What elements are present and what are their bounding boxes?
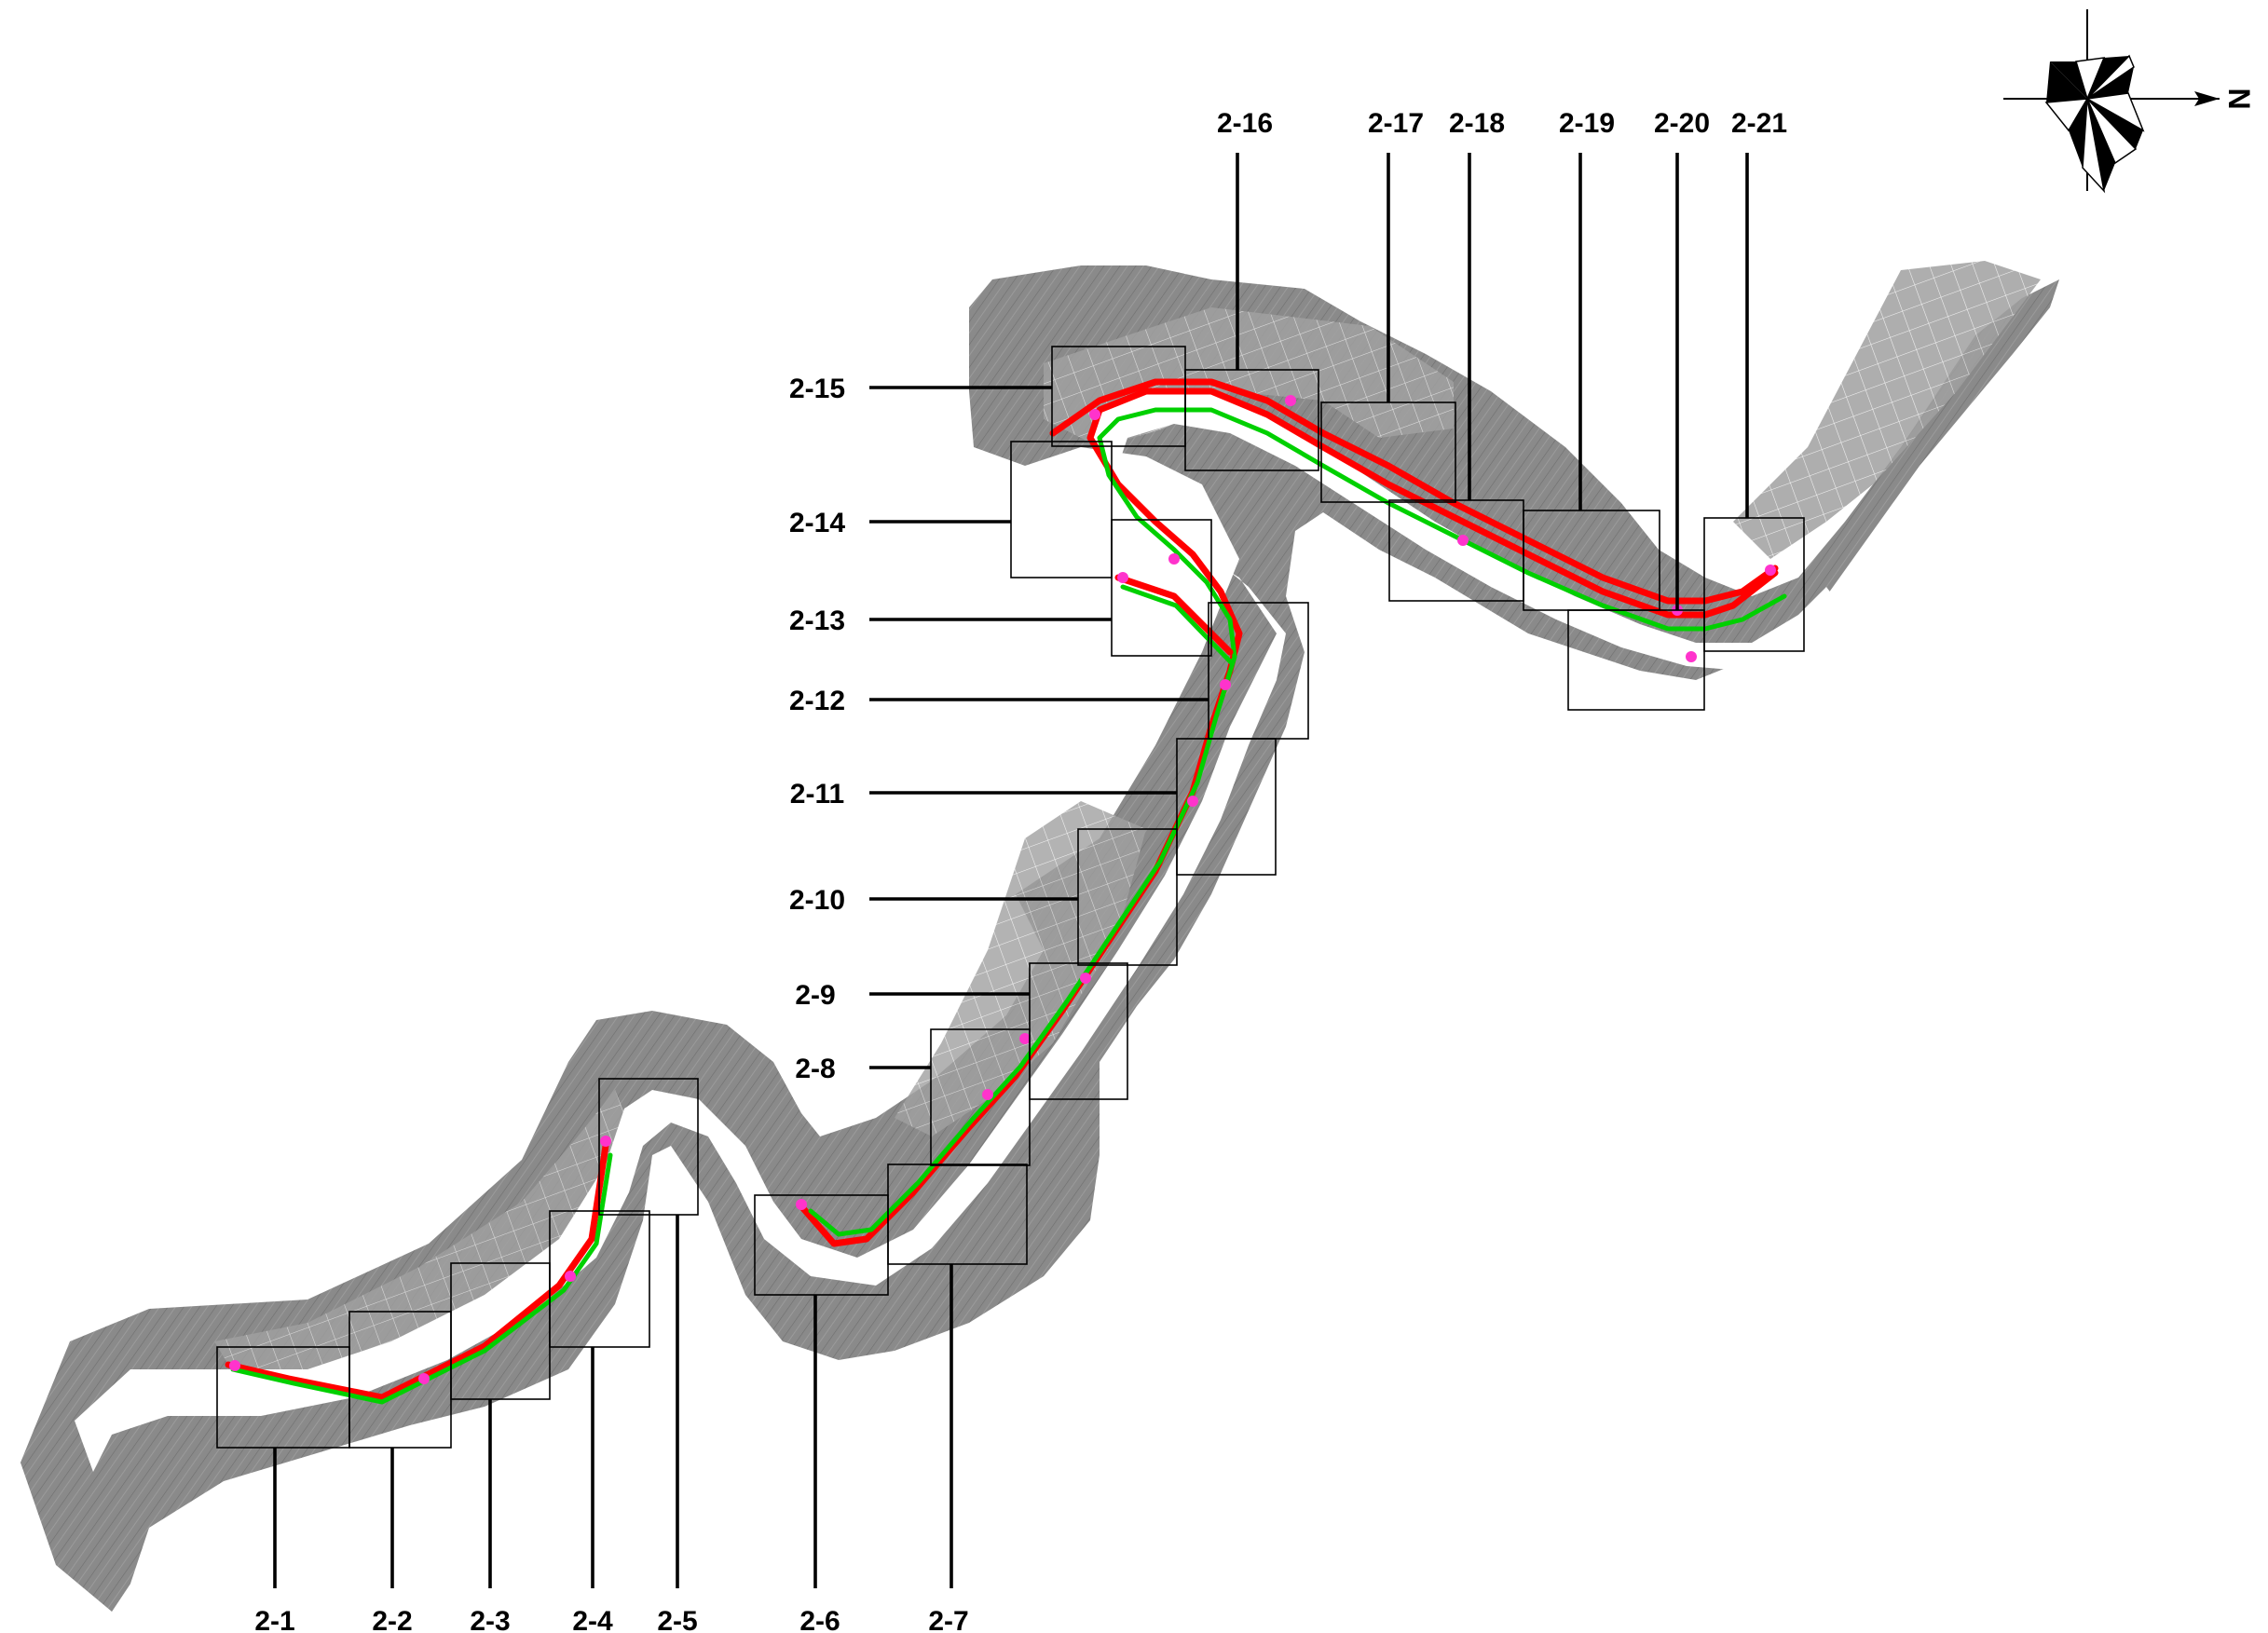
leader-lines: [273, 153, 1749, 1588]
sheet-frame-2-14[interactable]: [1010, 441, 1113, 578]
route-segment-middle-green: [808, 407, 1787, 1237]
sheet-frame-2-7[interactable]: [887, 1164, 1028, 1265]
route-marker: [1117, 572, 1128, 583]
route-marker: [1168, 553, 1180, 565]
sheet-label-2-19[interactable]: 2-19: [1559, 108, 1615, 139]
sheet-label-2-5[interactable]: 2-5: [657, 1606, 697, 1633]
sheet-frame-2-21[interactable]: [1703, 517, 1805, 652]
sheet-frames: [216, 346, 1805, 1449]
sheet-label-2-7[interactable]: 2-7: [928, 1606, 968, 1633]
north-label: N: [2222, 88, 2256, 109]
route-segment-branch-green: [1120, 584, 1235, 666]
sheet-label-2-3[interactable]: 2-3: [470, 1606, 510, 1633]
route-marker: [565, 1271, 576, 1282]
route-segment-lower: [225, 1142, 609, 1401]
route-segment-lower-green: [230, 1152, 613, 1405]
route-marker: [982, 1089, 993, 1100]
sheet-label-2-21[interactable]: 2-21: [1731, 108, 1787, 139]
sheet-label-2-1[interactable]: 2-1: [254, 1606, 294, 1633]
sheet-frame-2-13[interactable]: [1111, 519, 1212, 657]
route-marker: [1187, 796, 1198, 807]
sheet-label-2-6[interactable]: 2-6: [799, 1606, 840, 1633]
route-marker: [1080, 973, 1091, 984]
route-marker: [229, 1360, 240, 1371]
sheet-label-2-16[interactable]: 2-16: [1217, 108, 1273, 139]
sheet-frame-2-12[interactable]: [1208, 602, 1309, 740]
route-marker: [418, 1373, 430, 1384]
urban-parcels-northeast: [1733, 261, 2041, 559]
terrain-survey-area: [20, 261, 2059, 1612]
sheet-frame-2-10[interactable]: [1077, 828, 1178, 966]
sheet-label-2-4[interactable]: 2-4: [572, 1606, 613, 1633]
route-marker: [1019, 1033, 1031, 1044]
route-segment-upper-red: [1049, 378, 1779, 605]
sheet-label-2-14[interactable]: 2-14: [789, 508, 845, 538]
urban-parcels-middle: [895, 801, 1146, 1136]
project-route: [225, 378, 1787, 1405]
sheet-frame-2-16[interactable]: [1184, 369, 1319, 471]
route-segment-middle: [798, 388, 1779, 1247]
sheet-label-2-10[interactable]: 2-10: [789, 885, 845, 916]
route-marker: [1457, 535, 1469, 546]
north-arrow: N: [2003, 9, 2256, 194]
sheet-labels: 2-1 2-2 2-3 2-4 2-5 2-6 2-7 2-8 2-9 2-10…: [254, 108, 1787, 1633]
sheet-label-2-9[interactable]: 2-9: [795, 980, 835, 1011]
sheet-label-2-13[interactable]: 2-13: [789, 606, 845, 636]
sheet-label-2-17[interactable]: 2-17: [1368, 108, 1424, 139]
sheet-frame-2-20[interactable]: [1567, 609, 1705, 711]
sheet-label-2-2[interactable]: 2-2: [372, 1606, 412, 1633]
route-marker: [1765, 565, 1776, 576]
sheet-label-2-11[interactable]: 2-11: [790, 779, 844, 810]
route-marker: [600, 1136, 611, 1147]
route-marker: [796, 1199, 807, 1210]
wind-rose-icon: [2044, 54, 2145, 194]
sheet-label-2-20[interactable]: 2-20: [1654, 108, 1710, 139]
terrain-southwest-tail: [20, 1416, 140, 1612]
sheet-label-2-18[interactable]: 2-18: [1449, 108, 1505, 139]
route-markers: [229, 395, 1776, 1384]
route-marker: [1220, 679, 1231, 690]
route-marker: [1089, 409, 1100, 420]
route-marker: [1285, 395, 1296, 406]
north-arrow-icon: [2194, 91, 2220, 106]
sheet-label-2-8[interactable]: 2-8: [795, 1054, 835, 1084]
route-marker: [1686, 651, 1697, 662]
sheet-frame-2-5[interactable]: [598, 1078, 699, 1216]
sheet-label-2-15[interactable]: 2-15: [789, 374, 845, 404]
sheet-label-2-12[interactable]: 2-12: [789, 686, 845, 716]
